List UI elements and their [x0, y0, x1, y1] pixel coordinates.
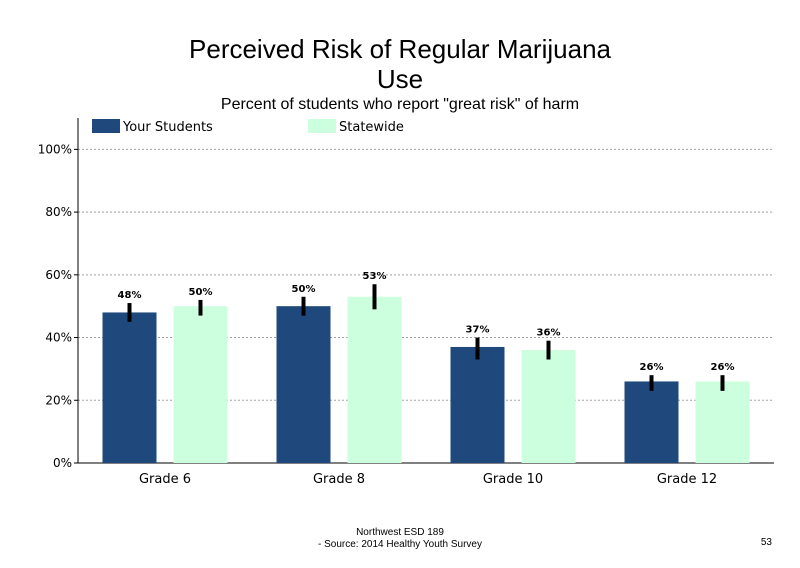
- bar: [624, 381, 679, 463]
- bar: [276, 306, 331, 463]
- data-label: 50%: [189, 287, 213, 298]
- bar: [695, 381, 750, 463]
- data-label: 48%: [118, 290, 142, 301]
- x-tick-label: Grade 6: [139, 472, 191, 487]
- chart-title-line1: Perceived Risk of Regular Marijuana: [189, 34, 611, 64]
- bar: [102, 312, 157, 463]
- y-tick-label: 20%: [45, 393, 72, 407]
- y-tick-label: 0%: [53, 456, 72, 470]
- footer-source: - Source: 2014 Healthy Youth Survey: [318, 539, 482, 550]
- y-tick-label: 100%: [38, 142, 72, 156]
- x-tick-label: Grade 12: [657, 472, 717, 487]
- footer-org: Northwest ESD 189: [356, 527, 444, 538]
- legend-swatch: [92, 119, 120, 133]
- y-tick-label: 40%: [45, 331, 72, 345]
- bar: [347, 296, 402, 463]
- bar: [450, 346, 505, 463]
- data-label: 53%: [363, 271, 387, 282]
- y-tick-label: 80%: [45, 205, 72, 219]
- data-label: 36%: [537, 328, 561, 339]
- page-number: 53: [760, 537, 772, 548]
- data-label: 26%: [711, 362, 735, 373]
- y-tick-label: 60%: [45, 268, 72, 282]
- legend-label: Your Students: [122, 120, 213, 135]
- legend-label: Statewide: [339, 120, 404, 135]
- bar: [521, 350, 576, 463]
- legend-swatch: [308, 119, 336, 133]
- data-label: 37%: [466, 325, 490, 336]
- chart-subtitle: Percent of students who report "great ri…: [220, 96, 580, 113]
- data-label: 26%: [640, 362, 664, 373]
- bar: [173, 306, 228, 463]
- x-tick-label: Grade 10: [483, 472, 543, 487]
- x-tick-label: Grade 8: [313, 472, 365, 487]
- chart-title-line2: Use: [376, 64, 424, 94]
- data-label: 50%: [292, 284, 316, 295]
